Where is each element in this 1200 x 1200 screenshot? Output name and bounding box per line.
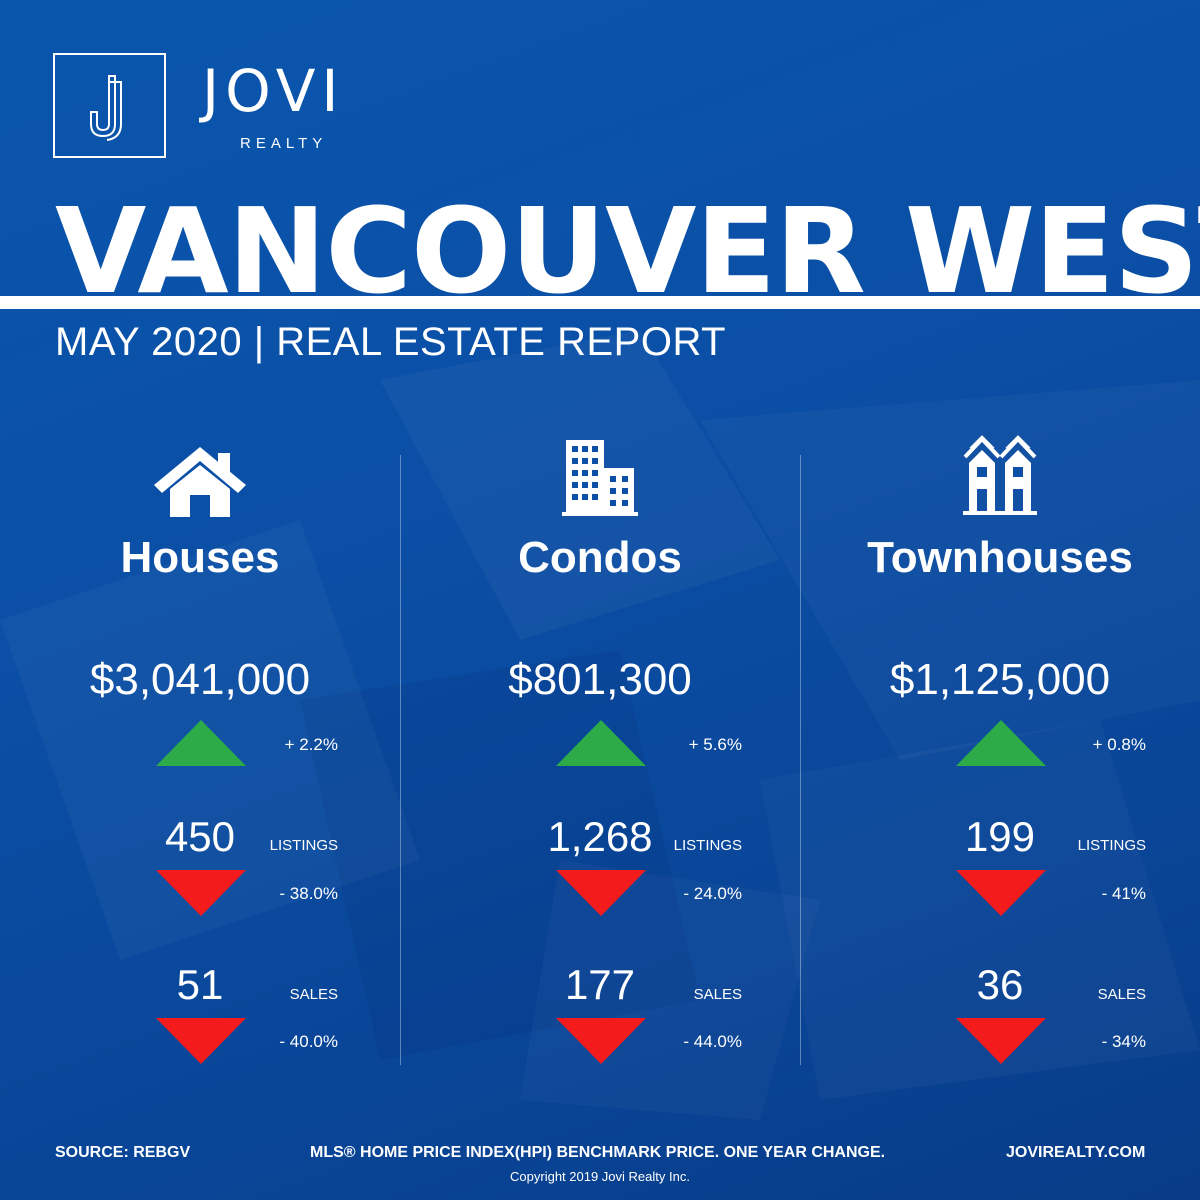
j-monogram-icon [90, 75, 122, 141]
price-change: + 5.6% [688, 735, 742, 754]
page-title: VANCOUVER WEST [55, 182, 1200, 320]
brand-name: JOVI [202, 57, 345, 125]
condos-column: Condos $801,300 + 5.6% 1,268 LISTINGS - … [400, 430, 800, 1080]
sales-change: - 34% [1101, 1032, 1146, 1051]
price-up-arrow-icon [956, 720, 1046, 766]
listings-change: - 38.0% [279, 884, 338, 903]
sales-change: - 40.0% [279, 1032, 338, 1051]
sales-change: - 44.0% [683, 1032, 742, 1051]
listings-change: - 24.0% [683, 884, 742, 903]
listings-label: LISTINGS [673, 837, 742, 854]
sales-count: 51 [176, 961, 224, 1008]
logo-frame [53, 53, 166, 158]
sales-count: 177 [564, 961, 636, 1008]
condos-icon-wrap [400, 430, 800, 520]
sales-count: 36 [976, 961, 1024, 1008]
benchmark-price: $801,300 [508, 655, 692, 704]
condo-building-icon [562, 440, 638, 516]
sales-down-arrow-icon [156, 1018, 246, 1064]
listings-down-arrow-icon [956, 870, 1046, 916]
column-title: Condos [518, 533, 682, 582]
footer-website-link[interactable]: JOVIREALTY.COM [1006, 1144, 1146, 1161]
column-title: Houses [120, 533, 280, 582]
column-divider [400, 455, 401, 1065]
listings-count: 450 [164, 813, 236, 860]
sales-down-arrow-icon [556, 1018, 646, 1064]
houses-icon-wrap [0, 430, 400, 520]
price-up-arrow-icon [556, 720, 646, 766]
sales-label: SALES [1097, 986, 1146, 1003]
footer-copyright: Copyright 2019 Jovi Realty Inc. [510, 1169, 690, 1184]
footer-source: SOURCE: REBGV [55, 1144, 191, 1161]
sales-label: SALES [289, 986, 338, 1003]
report-subtitle: MAY 2020 | REAL ESTATE REPORT [55, 320, 727, 364]
townhouses-icon-wrap [800, 430, 1200, 520]
sales-label: SALES [693, 986, 742, 1003]
house-icon [154, 447, 246, 517]
price-up-arrow-icon [156, 720, 246, 766]
sales-down-arrow-icon [956, 1018, 1046, 1064]
column-title: Townhouses [867, 533, 1133, 582]
townhouses-column: Townhouses $1,125,000 + 0.8% 199 LISTING… [800, 430, 1200, 1080]
benchmark-price: $3,041,000 [89, 655, 311, 704]
listings-down-arrow-icon [156, 870, 246, 916]
price-change: + 0.8% [1092, 735, 1146, 754]
benchmark-price: $1,125,000 [889, 655, 1111, 704]
listings-label: LISTINGS [1077, 837, 1146, 854]
houses-column: Houses $3,041,000 + 2.2% 450 LISTINGS - … [0, 430, 400, 1080]
listings-count: 199 [964, 813, 1036, 860]
price-change: + 2.2% [284, 735, 338, 754]
footer-note: MLS® HOME PRICE INDEX(HPI) BENCHMARK PRI… [310, 1144, 886, 1161]
listings-count: 1,268 [547, 813, 653, 860]
brand-subtitle: REALTY [240, 135, 328, 152]
listings-label: LISTINGS [269, 837, 338, 854]
townhouse-icon [963, 435, 1037, 515]
column-divider [800, 455, 801, 1065]
listings-down-arrow-icon [556, 870, 646, 916]
title-underline [0, 296, 1200, 309]
listings-change: - 41% [1101, 884, 1146, 903]
